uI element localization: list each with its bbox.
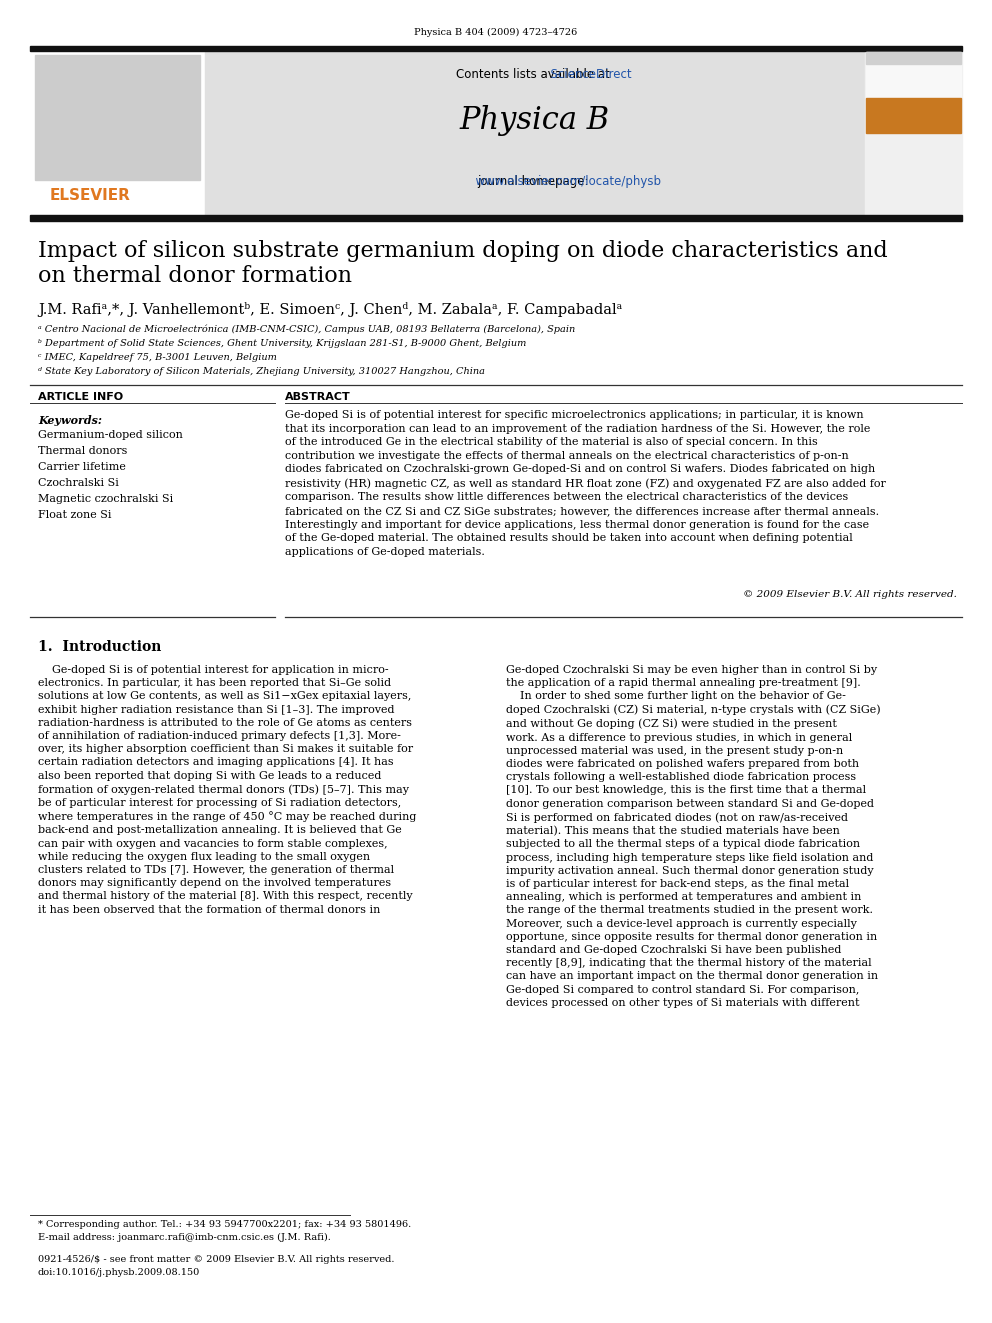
- Bar: [866, 52, 961, 64]
- Text: ELSEVIER: ELSEVIER: [50, 188, 131, 202]
- Text: Impact of silicon substrate germanium doping on diode characteristics and: Impact of silicon substrate germanium do…: [38, 239, 888, 262]
- Text: 1.  Introduction: 1. Introduction: [38, 640, 162, 654]
- Text: Carrier lifetime: Carrier lifetime: [38, 462, 126, 472]
- Text: ARTICLE INFO: ARTICLE INFO: [38, 392, 123, 402]
- Text: J.M. Rafiᵃ,*, J. Vanhellemontᵇ, E. Simoenᶜ, J. Chenᵈ, M. Zabalaᵃ, F. Campabadalᵃ: J.M. Rafiᵃ,*, J. Vanhellemontᵇ, E. Simoe…: [38, 302, 622, 318]
- Text: on thermal donor formation: on thermal donor formation: [38, 265, 352, 287]
- Bar: [205, 52, 865, 216]
- Bar: [866, 135, 961, 216]
- Text: doi:10.1016/j.physb.2009.08.150: doi:10.1016/j.physb.2009.08.150: [38, 1267, 200, 1277]
- Text: © 2009 Elsevier B.V. All rights reserved.: © 2009 Elsevier B.V. All rights reserved…: [743, 590, 957, 599]
- Text: Physica B: Physica B: [460, 105, 610, 136]
- Text: Float zone Si: Float zone Si: [38, 509, 111, 520]
- Text: ᶜ IMEC, Kapeldreef 75, B-3001 Leuven, Belgium: ᶜ IMEC, Kapeldreef 75, B-3001 Leuven, Be…: [38, 353, 277, 363]
- Text: 0921-4526/$ - see front matter © 2009 Elsevier B.V. All rights reserved.: 0921-4526/$ - see front matter © 2009 El…: [38, 1256, 395, 1263]
- Bar: [866, 52, 961, 132]
- Text: E-mail address: joanmarc.rafi@imb-cnm.csic.es (J.M. Rafi).: E-mail address: joanmarc.rafi@imb-cnm.cs…: [38, 1233, 331, 1242]
- Text: ScienceDirect: ScienceDirect: [438, 67, 632, 81]
- Text: Keywords:: Keywords:: [38, 415, 102, 426]
- Text: Germanium-doped silicon: Germanium-doped silicon: [38, 430, 183, 441]
- Text: journal homepage:: journal homepage:: [477, 175, 592, 188]
- Text: Ge-doped Czochralski Si may be even higher than in control Si by
the application: Ge-doped Czochralski Si may be even high…: [506, 665, 881, 1008]
- Text: Czochralski Si: Czochralski Si: [38, 478, 119, 488]
- Text: ᵈ State Key Laboratory of Silicon Materials, Zhejiang University, 310027 Hangzho: ᵈ State Key Laboratory of Silicon Materi…: [38, 366, 485, 376]
- Bar: [30, 52, 205, 216]
- Text: Thermal donors: Thermal donors: [38, 446, 127, 456]
- Text: ᵇ Department of Solid State Sciences, Ghent University, Krijgslaan 281-S1, B-900: ᵇ Department of Solid State Sciences, Gh…: [38, 339, 527, 348]
- Bar: [30, 216, 962, 221]
- Text: Ge-doped Si is of potential interest for application in micro-
electronics. In p: Ge-doped Si is of potential interest for…: [38, 665, 417, 914]
- Bar: [865, 52, 962, 216]
- Text: Contents lists available at: Contents lists available at: [456, 67, 614, 81]
- Text: Ge-doped Si is of potential interest for specific microelectronics applications;: Ge-doped Si is of potential interest for…: [285, 410, 886, 557]
- Text: ᵃ Centro Nacional de Microelectrónica (IMB-CNM-CSIC), Campus UAB, 08193 Bellater: ᵃ Centro Nacional de Microelectrónica (I…: [38, 325, 575, 335]
- Text: * Corresponding author. Tel.: +34 93 5947700x2201; fax: +34 93 5801496.: * Corresponding author. Tel.: +34 93 594…: [38, 1220, 412, 1229]
- Bar: [35, 56, 200, 180]
- Text: Magnetic czochralski Si: Magnetic czochralski Si: [38, 493, 174, 504]
- Bar: [866, 98, 961, 134]
- Text: www.elsevier.com/locate/physb: www.elsevier.com/locate/physb: [409, 175, 662, 188]
- Text: PHYSICA: PHYSICA: [869, 101, 917, 110]
- Bar: [30, 46, 962, 52]
- Text: Physica B 404 (2009) 4723–4726: Physica B 404 (2009) 4723–4726: [415, 28, 577, 37]
- Text: ABSTRACT: ABSTRACT: [285, 392, 351, 402]
